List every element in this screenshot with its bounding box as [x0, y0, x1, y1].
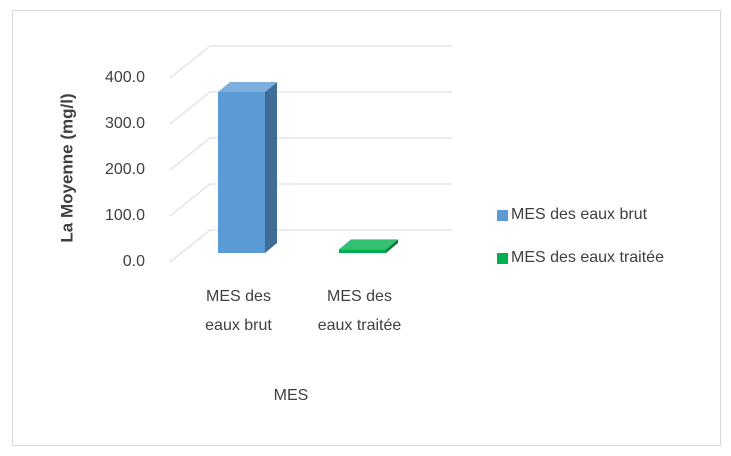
y-tick-label: 400.0: [105, 69, 145, 86]
grid-line: [169, 91, 452, 125]
grid-line: [169, 183, 452, 217]
bar-front: [218, 92, 265, 253]
grid-line: [169, 229, 452, 263]
y-tick-label: 300.0: [105, 115, 145, 132]
bar-top: [218, 82, 277, 92]
legend-swatch: [497, 210, 508, 221]
bar: [218, 82, 277, 253]
x-tick-label: MES des eaux traitée: [317, 288, 402, 334]
x-axis-title: MES: [274, 387, 309, 404]
bar: [339, 239, 398, 253]
x-tick-label: MES des eaux brut: [205, 288, 272, 334]
grid-line: [169, 137, 452, 171]
bar-front: [339, 249, 386, 253]
y-tick-label: 0.0: [123, 253, 145, 270]
y-tick-label: 200.0: [105, 161, 145, 178]
bar-side: [386, 239, 398, 253]
y-tick-label: 100.0: [105, 207, 145, 224]
legend-label: MES des eaux traitée: [511, 249, 664, 266]
grid-line: [169, 45, 452, 79]
legend-swatch: [497, 253, 508, 264]
legend-label: MES des eaux brut: [511, 206, 648, 223]
bar-side: [265, 82, 277, 253]
chart-border: [12, 10, 721, 446]
bar-top: [339, 239, 398, 250]
y-axis-title: La Moyenne (mg/l): [57, 93, 76, 242]
